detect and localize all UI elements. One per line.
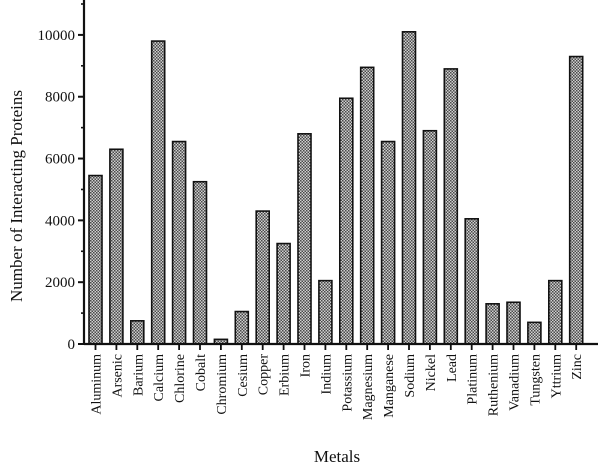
x-tick-label-cobalt: Cobalt [194,354,209,391]
bar-barium [130,320,145,345]
x-tick-label-potassium: Potassium [340,354,355,412]
y-tick-label: 0 [68,337,76,353]
y-tick-label: 4000 [45,213,75,229]
x-tick-label-zinc: Zinc [570,354,585,380]
x-tick-label-vanadium: Vanadium [508,354,523,411]
y-tick-label: 10000 [38,28,76,44]
x-tick-label-iron: Iron [299,354,314,377]
x-tick-label-cesium: Cesium [236,354,251,397]
x-tick-label-calcium: Calcium [152,354,167,402]
x-tick-label-tungsten: Tungsten [528,354,543,406]
x-tick-label-chlorine: Chlorine [173,354,188,403]
bar-indium [318,279,333,345]
bar-manganese [380,140,396,345]
bar-ruthenium [485,303,500,345]
y-tick-label: 8000 [45,90,75,106]
x-tick-label-copper: Copper [257,354,272,396]
x-tick-label-magnesium: Magnesium [361,354,376,420]
bar-cesium [234,310,250,345]
x-tick-label-barium: Barium [131,354,146,396]
bar-lead [443,68,459,345]
y-tick-label: 6000 [45,152,75,168]
bar-calcium [150,40,166,345]
x-tick-label-erbium: Erbium [278,354,293,396]
bar-arsenic [109,148,124,345]
bar-cobalt [192,180,208,345]
x-tick-label-sodium: Sodium [403,354,418,398]
bar-copper [255,210,271,345]
x-tick-label-arsenic: Arsenic [110,354,125,398]
x-tick-label-indium: Indium [319,354,334,395]
bar-erbium [276,242,291,345]
bar-magnesium [359,66,375,345]
y-axis: 0 2000 4000 6000 8000 10000 [38,0,86,353]
x-tick-label-yttrium: Yttrium [549,354,564,398]
x-tick-label-ruthenium: Ruthenium [487,354,502,416]
bar-tungsten [527,321,542,345]
bars-group [88,31,584,345]
bar-sodium [401,31,417,345]
bar-nickel [422,129,438,345]
bar-potassium [338,97,354,345]
bar-aluminum [88,174,103,345]
y-tick-label: 2000 [45,275,75,291]
y-axis-title: Number of Interacting Proteins [7,90,26,302]
x-tick-label-platinum: Platinum [466,354,481,405]
bar-yttrium [547,279,563,345]
x-axis-title: Metals [314,447,360,466]
bar-zinc [568,55,584,345]
x-tick-label-lead: Lead [445,354,460,382]
x-axis: Aluminum Arsenic Barium Calcium Chlorine Coba… [84,342,598,420]
x-tick-label-manganese: Manganese [382,354,397,418]
x-tick-label-nickel: Nickel [424,354,439,391]
x-tick-label-aluminum: Aluminum [90,354,105,415]
bar-platinum [464,218,480,345]
bar-vanadium [506,301,521,345]
bar-iron [297,133,312,345]
x-tick-label-chromium: Chromium [215,354,230,415]
bar-chlorine [171,140,187,345]
